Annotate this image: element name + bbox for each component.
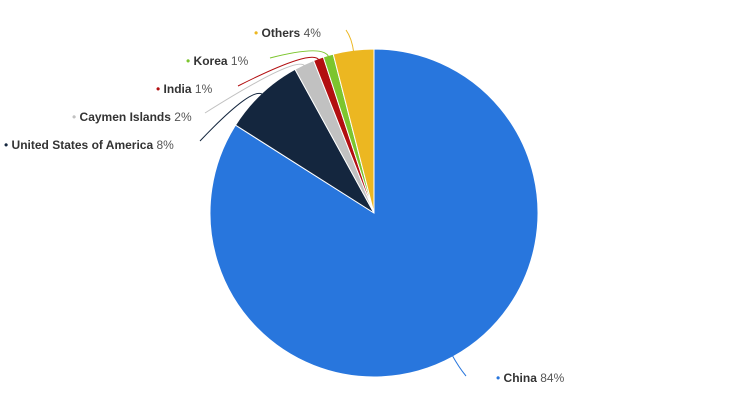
slice-label: • Others 4% bbox=[254, 26, 321, 40]
slice-label: • India 1% bbox=[156, 82, 213, 96]
label-name: Korea bbox=[194, 54, 228, 68]
label-name: India bbox=[164, 82, 192, 96]
leader-line bbox=[270, 51, 329, 58]
label-name: China bbox=[504, 371, 538, 385]
leader-line bbox=[452, 355, 466, 376]
label-name: Caymen Islands bbox=[80, 110, 172, 124]
label-name: United States of America bbox=[12, 138, 154, 152]
label-bullet: • bbox=[156, 82, 164, 96]
slice-label: • United States of America 8% bbox=[4, 138, 174, 152]
label-value: 2% bbox=[174, 110, 192, 124]
label-value: 1% bbox=[231, 54, 249, 68]
leader-line bbox=[346, 30, 354, 52]
label-bullet: • bbox=[4, 138, 12, 152]
label-value: 84% bbox=[540, 371, 564, 385]
label-bullet: • bbox=[496, 371, 504, 385]
label-bullet: • bbox=[186, 54, 194, 68]
label-value: 1% bbox=[195, 82, 213, 96]
label-name: Others bbox=[262, 26, 301, 40]
slice-label: • Caymen Islands 2% bbox=[72, 110, 192, 124]
label-bullet: • bbox=[72, 110, 80, 124]
label-bullet: • bbox=[254, 26, 262, 40]
slice-label: • Korea 1% bbox=[186, 54, 249, 68]
slice-label: • China 84% bbox=[496, 371, 565, 385]
label-value: 4% bbox=[304, 26, 322, 40]
label-value: 8% bbox=[156, 138, 174, 152]
